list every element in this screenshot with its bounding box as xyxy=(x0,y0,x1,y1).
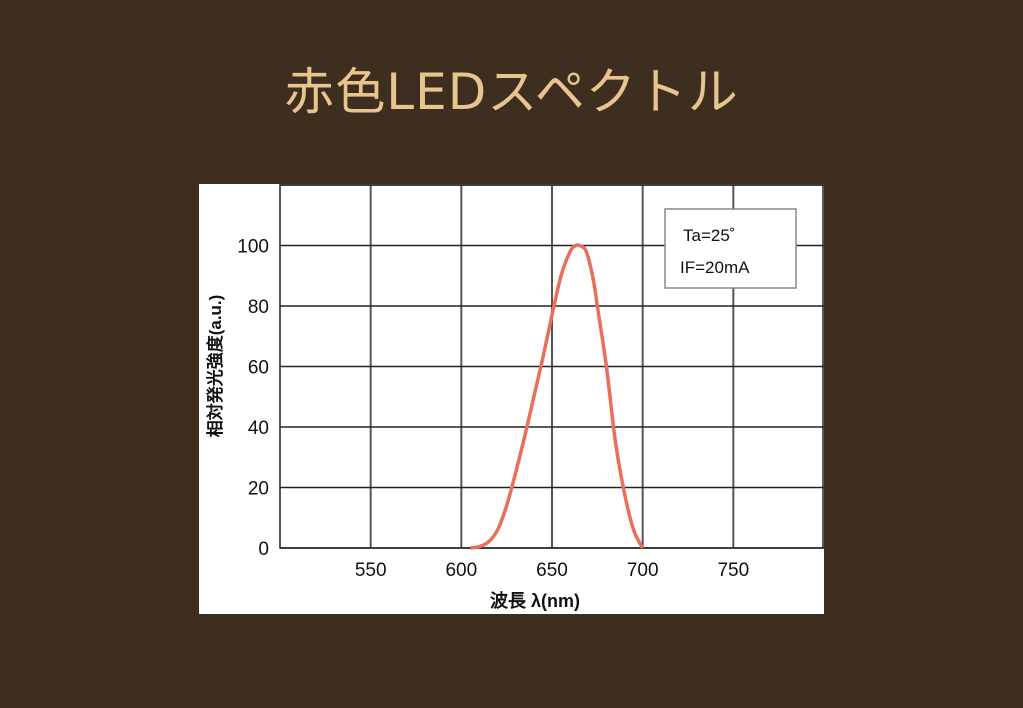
y-tick-label: 20 xyxy=(248,479,269,500)
spectrum-line xyxy=(470,243,645,550)
spectrum-chart-panel: 550 600 650 700 750 0 20 40 60 80 100 Ta=25˚ IF=20… xyxy=(199,184,824,614)
y-tick-label: 60 xyxy=(248,358,269,379)
slide-title: 赤色LEDスペクトル xyxy=(284,63,739,121)
x-tick-label: 700 xyxy=(627,560,659,581)
legend-box: Ta=25˚ IF=20mA xyxy=(664,208,797,289)
y-tick-label: 40 xyxy=(248,418,269,439)
y-tick-label: 80 xyxy=(248,297,269,318)
x-tick-label: 550 xyxy=(355,560,387,581)
x-axis-label: 波長 λ(nm) xyxy=(490,590,580,611)
legend-line-2: IF=20mA xyxy=(680,258,750,277)
x-tick-label: 650 xyxy=(536,560,568,581)
x-tick-label: 600 xyxy=(445,560,477,581)
curve-layer xyxy=(470,243,645,550)
x-tick-label: 750 xyxy=(717,560,749,581)
y-tick-label: 0 xyxy=(258,539,269,560)
legend-line-1: Ta=25˚ xyxy=(683,226,735,245)
tick-labels: 550 600 650 700 750 0 20 40 60 80 100 xyxy=(237,237,749,582)
spectrum-chart: 550 600 650 700 750 0 20 40 60 80 100 Ta=25˚ IF=20… xyxy=(205,184,824,611)
y-axis-label: 相対発光強度(a.u.) xyxy=(205,295,225,438)
y-tick-label: 100 xyxy=(237,237,269,258)
